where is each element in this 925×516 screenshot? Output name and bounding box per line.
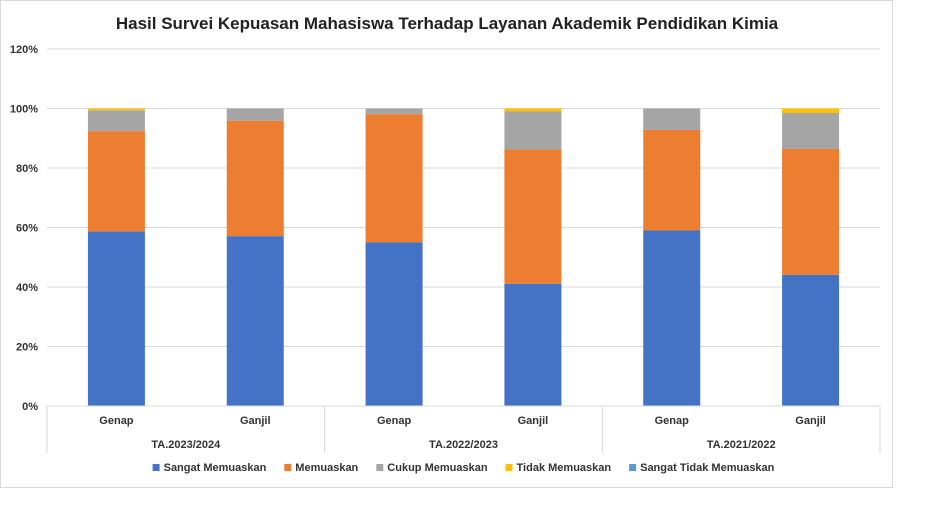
x-tick-label: Ganjil — [240, 415, 271, 427]
legend-item: Sangat Tidak Memuaskan — [629, 462, 775, 474]
group-label: TA.2022/2023 — [429, 439, 498, 451]
bar-segment — [504, 149, 562, 284]
legend-item: Memuaskan — [284, 462, 359, 474]
bars — [87, 108, 840, 406]
y-tick-label: 0% — [22, 401, 38, 413]
x-tick-label: Genap — [655, 415, 690, 427]
y-tick-label: 120% — [10, 44, 38, 56]
bar-segment — [87, 131, 145, 232]
legend-swatch — [152, 464, 160, 471]
legend-label: Sangat Memuaskan — [164, 462, 267, 474]
x-tick-label: Ganjil — [518, 415, 549, 427]
y-tick-label: 100% — [10, 104, 38, 116]
legend-swatch — [505, 464, 513, 471]
legend-item: Tidak Memuaskan — [505, 462, 612, 474]
bar-segment — [226, 236, 284, 406]
legend-swatch — [284, 464, 292, 471]
y-tick-label: 60% — [16, 223, 38, 235]
bar-segment — [226, 120, 284, 237]
group-label: TA.2021/2022 — [707, 439, 776, 451]
x-tick-label: Genap — [99, 415, 134, 427]
bar-segment — [643, 230, 701, 406]
bar-segment — [782, 112, 840, 149]
bar-segment — [504, 283, 562, 406]
bar-segment — [365, 242, 423, 406]
bar-segment — [504, 111, 562, 150]
legend: Sangat Memuaskan Memuaskan Cukup Memuaskan… — [152, 462, 775, 474]
x-axis: Genap Ganjil Genap Ganjil Genap Ganjil TA.2023… — [46, 405, 881, 453]
legend-swatch — [376, 464, 384, 471]
legend-swatch — [629, 464, 637, 471]
x-tick-label: Ganjil — [795, 415, 826, 427]
bar-segment — [782, 148, 840, 275]
bar-segment — [87, 231, 145, 406]
legend-label: Cukup Memuaskan — [387, 462, 488, 474]
chart-frame: Hasil Survei Kepuasan Mahasiswa Terhadap… — [0, 0, 893, 488]
bar-segment — [365, 108, 423, 115]
x-tick-label: Genap — [377, 415, 412, 427]
legend-label: Sangat Tidak Memuaskan — [640, 462, 775, 474]
bar-segment — [782, 274, 840, 406]
chart-title: Hasil Survei Kepuasan Mahasiswa Terhadap… — [116, 14, 779, 33]
bar-segment — [643, 129, 701, 231]
legend-item: Cukup Memuaskan — [376, 462, 488, 474]
legend-item: Sangat Memuaskan — [152, 462, 267, 474]
bar-segment — [504, 108, 562, 112]
bar-segment — [365, 114, 423, 243]
y-axis-ticks: 0% 20% 40% 60% 80% 100% 120% — [10, 44, 38, 413]
legend-label: Memuaskan — [295, 462, 358, 474]
bar-segment — [87, 110, 145, 132]
gridlines — [47, 48, 880, 407]
bar-segment — [87, 108, 145, 111]
bar-segment — [782, 108, 840, 113]
stacked-bar-chart: Hasil Survei Kepuasan Mahasiswa Terhadap… — [10, 14, 881, 474]
group-label: TA.2023/2024 — [151, 439, 221, 451]
y-tick-label: 40% — [16, 282, 38, 294]
legend-label: Tidak Memuaskan — [517, 462, 612, 474]
bar-segment — [643, 108, 701, 130]
y-tick-label: 80% — [16, 163, 38, 175]
bar-segment — [226, 108, 284, 121]
y-tick-label: 20% — [16, 342, 38, 354]
